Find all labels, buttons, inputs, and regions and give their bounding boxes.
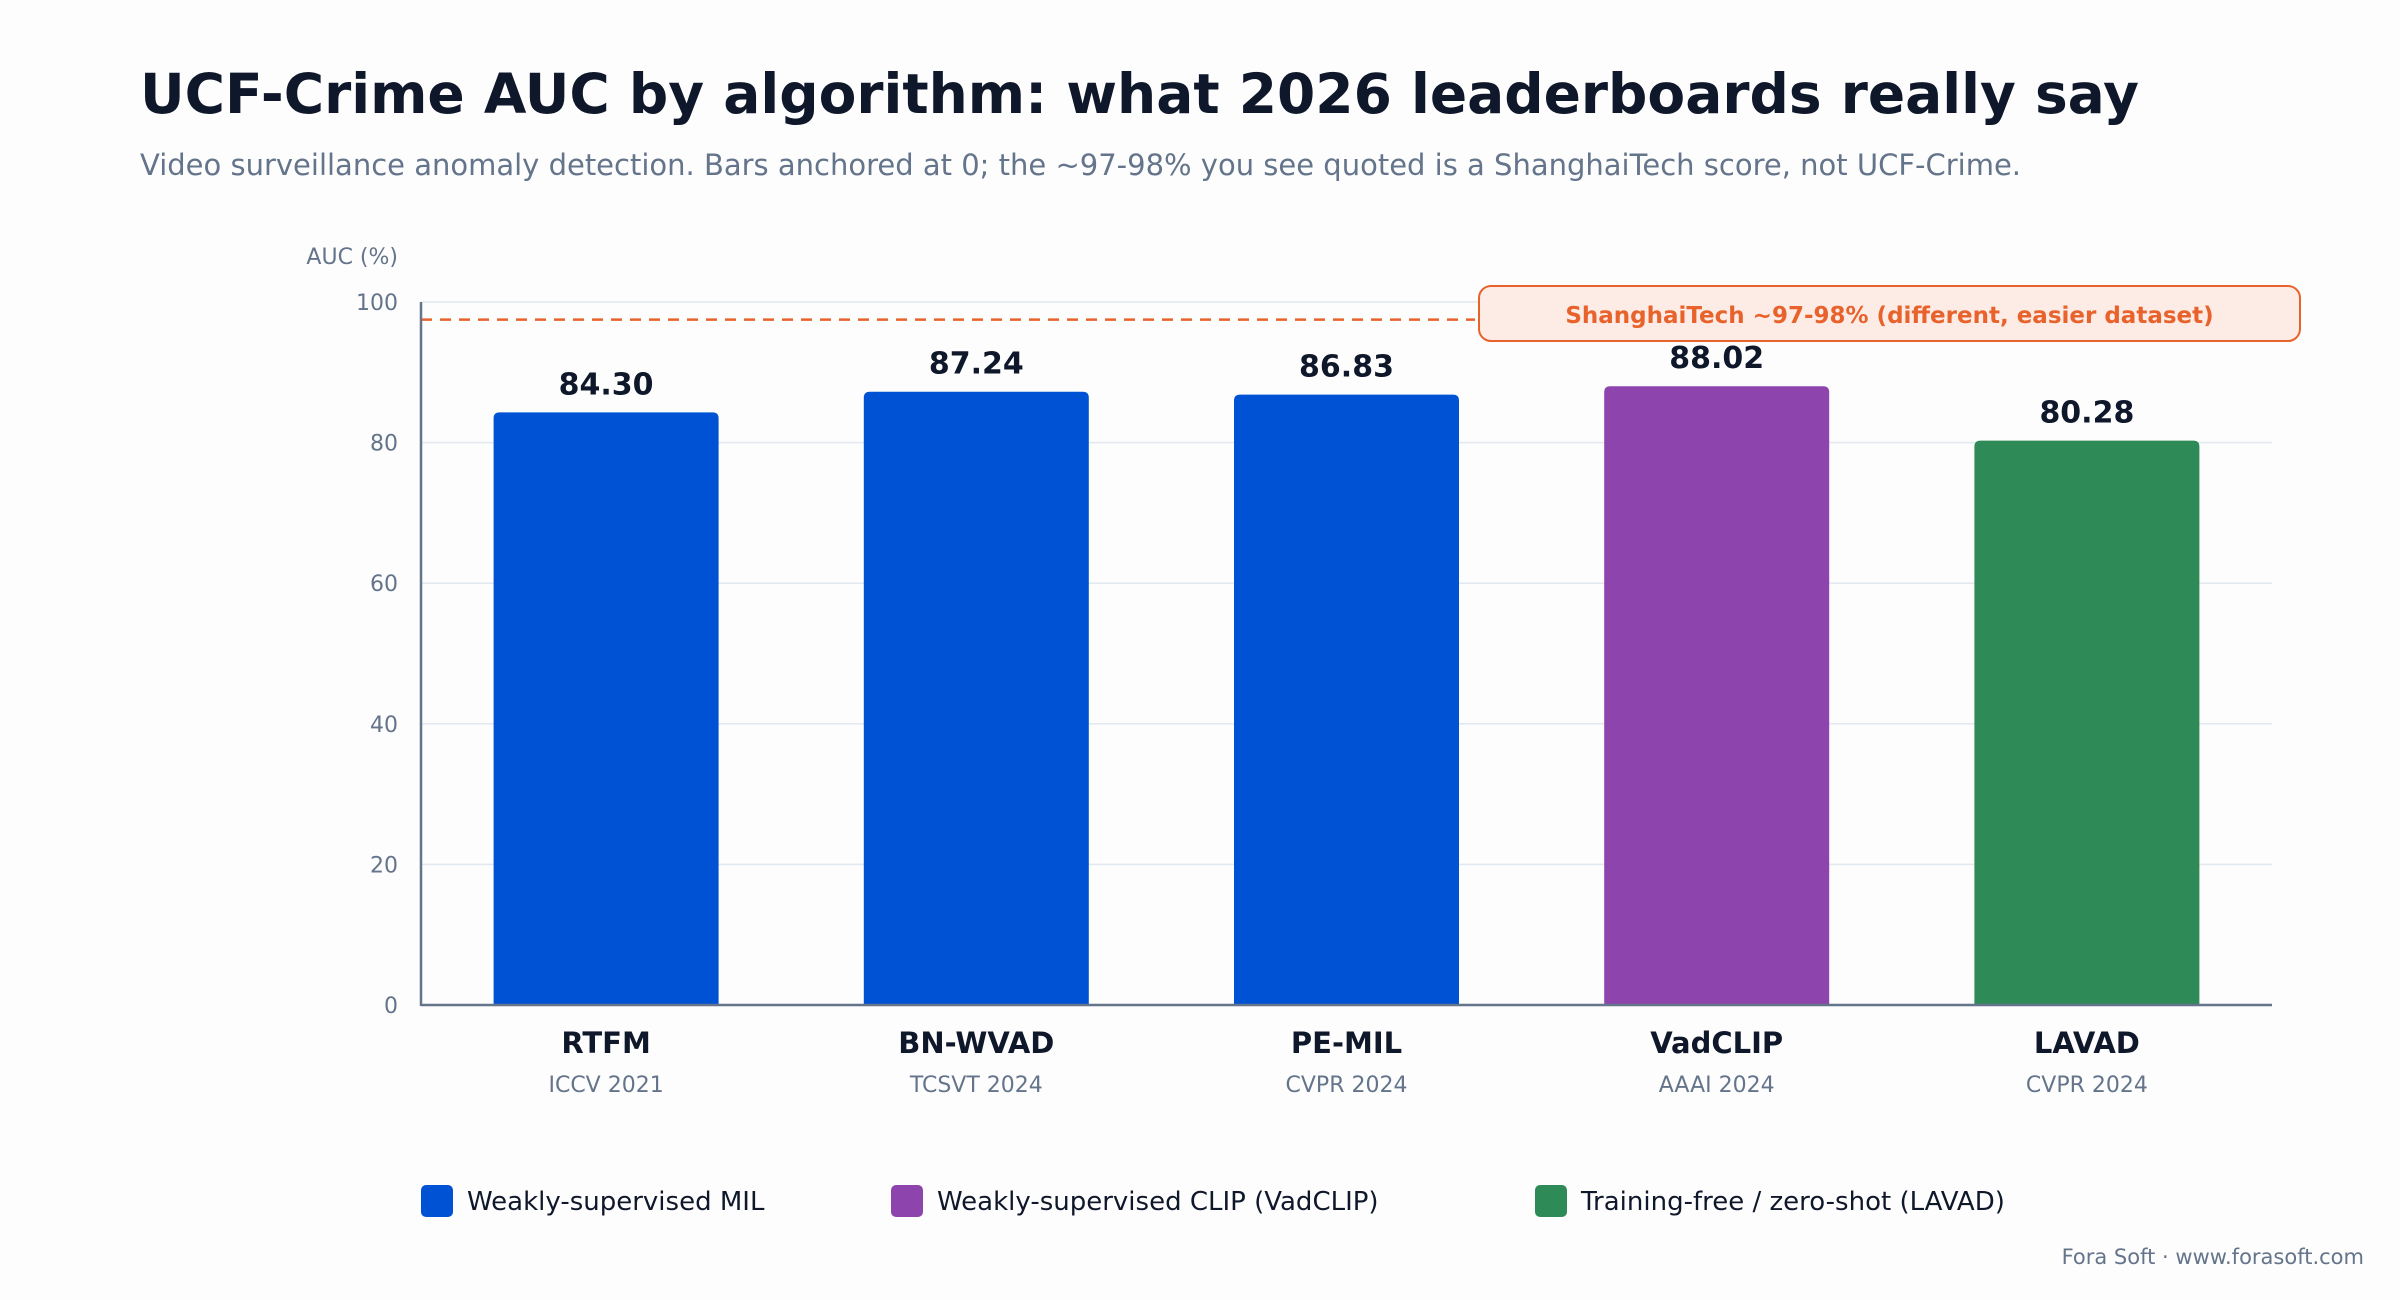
category-venue: CVPR 2024 [2026, 1073, 2148, 1098]
value-label: 87.24 [929, 347, 1024, 382]
value-label: 80.28 [2039, 396, 2134, 431]
value-labels: 84.30 87.24 86.83 88.02 80.28 [559, 341, 2135, 430]
y-tick-label: 0 [384, 994, 398, 1019]
value-label: 88.02 [1669, 341, 1764, 376]
chart-subtitle: Video surveillance anomaly detection. Ba… [140, 148, 2022, 182]
value-label: 86.83 [1299, 350, 1394, 385]
category-label: LAVAD [2034, 1026, 2140, 1060]
bars [493, 386, 2200, 1006]
category-venue: ICCV 2021 [548, 1073, 663, 1098]
bar-pe-mil [1234, 394, 1459, 1006]
category-venue: CVPR 2024 [1286, 1073, 1408, 1098]
legend-label: Weakly-supervised MIL [467, 1187, 765, 1217]
category-label: BN-WVAD [898, 1026, 1054, 1060]
bar-bn-wvad [863, 391, 1089, 1006]
y-tick-label: 100 [356, 291, 398, 316]
legend: Weakly-supervised MIL Weakly-supervised C… [421, 1185, 2005, 1217]
legend-swatch-mil [421, 1185, 453, 1217]
reference-annotation-label: ShanghaiTech ~97-98% (different, easier … [1565, 303, 2213, 329]
bar-lavad [1974, 440, 2200, 1005]
legend-swatch-clip [891, 1185, 923, 1217]
category-label: PE-MIL [1291, 1026, 1402, 1060]
axes [419, 302, 2272, 1007]
y-tick-label: 40 [370, 713, 398, 738]
category-label: VadCLIP [1650, 1026, 1783, 1060]
legend-swatch-free [1535, 1185, 1567, 1217]
category-venue: AAAI 2024 [1659, 1073, 1775, 1098]
bar-vadclip [1604, 386, 1830, 1006]
legend-label: Weakly-supervised CLIP (VadCLIP) [937, 1187, 1379, 1217]
legend-label: Training-free / zero-shot (LAVAD) [1580, 1187, 2005, 1217]
reference-line-group: ShanghaiTech ~97-98% (different, easier … [421, 285, 2301, 342]
y-tick-labels: 0 20 40 60 80 100 [356, 291, 398, 1019]
reference-annotation-box [1478, 285, 2301, 342]
category-labels: RTFM ICCV 2021 BN-WVAD TCSVT 2024 PE-MIL CVPR… [548, 1026, 2147, 1098]
y-tick-label: 20 [370, 853, 398, 878]
bar-rtfm [493, 412, 719, 1006]
y-axis-label: AUC (%) [306, 245, 398, 270]
value-label: 84.30 [559, 367, 654, 402]
category-label: RTFM [561, 1026, 650, 1060]
y-tick-label: 60 [370, 572, 398, 597]
footer-credit: Fora Soft · www.forasoft.com [2061, 1245, 2364, 1269]
chart-title: UCF-Crime AUC by algorithm: what 2026 le… [140, 62, 2139, 126]
y-tick-label: 80 [370, 432, 398, 457]
category-venue: TCSVT 2024 [909, 1073, 1043, 1098]
